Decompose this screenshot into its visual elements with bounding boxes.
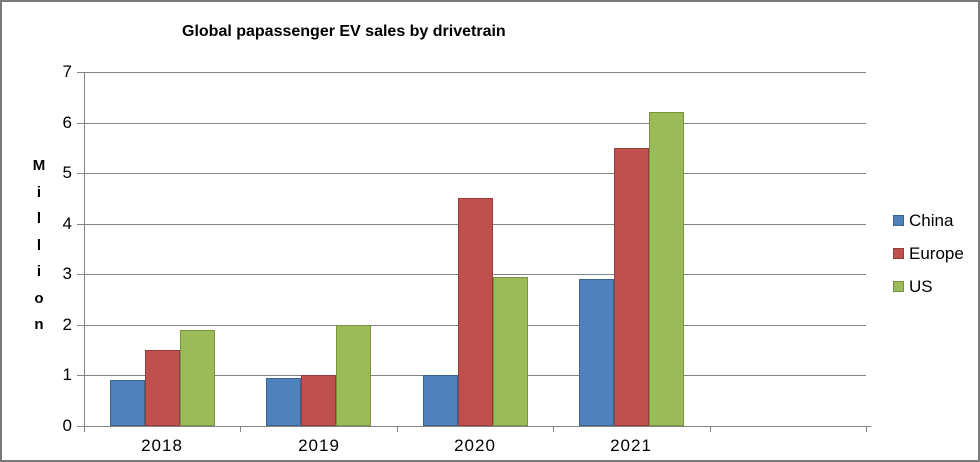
legend-swatch-china (893, 215, 904, 226)
y-axis-line (84, 72, 85, 427)
y-tick-mark (77, 325, 84, 326)
x-tick-mark (397, 427, 398, 432)
y-tick-mark (77, 375, 84, 376)
plot-area (84, 72, 866, 426)
bar-europe-2020 (458, 198, 493, 426)
legend-label: US (909, 277, 933, 296)
x-tick-mark (240, 427, 241, 432)
y-tick-mark (77, 274, 84, 275)
x-tick-mark (84, 427, 85, 432)
y-axis-title-letter: l (36, 236, 42, 254)
bar-us-2020 (493, 277, 528, 426)
x-category-label: 2020 (454, 436, 496, 455)
y-tick-mark (77, 72, 84, 73)
x-axis-line (78, 426, 871, 427)
bar-china-2021 (579, 279, 614, 426)
y-tick-label: 2 (62, 315, 72, 334)
bar-us-2018 (180, 330, 215, 426)
gridline (84, 123, 866, 124)
y-tick-label: 1 (62, 365, 72, 384)
bar-europe-2021 (614, 148, 649, 426)
legend: China Europe US (893, 212, 964, 295)
x-tick-mark (866, 427, 867, 432)
legend-label: China (909, 211, 954, 230)
y-axis-title-letter: i (36, 263, 42, 280)
y-axis-title-letter: i (36, 183, 42, 201)
y-tick-label: 5 (62, 163, 72, 182)
y-tick-label: 6 (62, 113, 72, 132)
y-axis-title-letter: M (32, 157, 46, 174)
x-tick-mark (553, 427, 554, 432)
legend-label: Europe (909, 244, 964, 263)
x-tick-mark (710, 427, 711, 432)
y-tick-label: 3 (62, 264, 72, 283)
bar-china-2018 (110, 380, 145, 426)
y-axis-title-letter: n (34, 316, 44, 333)
y-tick-label: 7 (62, 62, 72, 81)
y-tick-label: 4 (62, 214, 72, 233)
legend-item-europe: Europe (893, 245, 964, 262)
bar-china-2019 (266, 378, 301, 426)
gridline (84, 72, 866, 73)
x-category-label: 2018 (141, 436, 183, 455)
legend-item-us: US (893, 278, 964, 295)
y-tick-mark (77, 123, 84, 124)
y-axis-title-letter: o (34, 289, 44, 307)
chart-title: Global papassenger EV sales by drivetrai… (182, 23, 506, 40)
legend-item-china: China (893, 212, 964, 229)
gridline (84, 173, 866, 174)
legend-swatch-europe (893, 248, 904, 259)
y-tick-mark (77, 426, 84, 427)
y-tick-mark (77, 173, 84, 174)
bar-us-2021 (649, 112, 684, 426)
bar-china-2020 (423, 375, 458, 426)
x-category-label: 2021 (610, 436, 652, 455)
y-tick-mark (77, 224, 84, 225)
y-axis-title-letter: l (36, 210, 42, 227)
bar-europe-2019 (301, 375, 336, 426)
bar-europe-2018 (145, 350, 180, 426)
y-tick-label: 0 (62, 416, 72, 435)
legend-swatch-us (893, 281, 904, 292)
x-category-label: 2019 (298, 436, 340, 455)
bar-us-2019 (336, 325, 371, 426)
